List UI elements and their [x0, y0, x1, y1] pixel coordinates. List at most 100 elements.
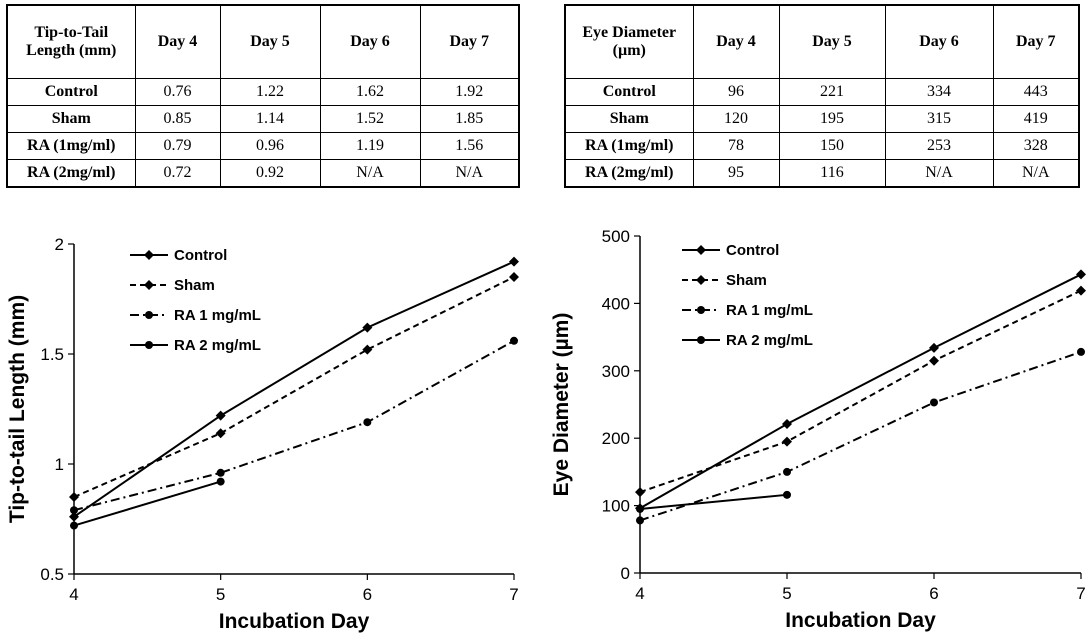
legend-label: Control — [726, 242, 779, 259]
legend-label: RA 1 mg/mL — [174, 307, 261, 324]
data-point — [510, 336, 518, 345]
table-row: Sham 120 195 315 419 — [564, 105, 1080, 133]
table-cell: 150 — [778, 132, 886, 160]
y-tick-label: 1 — [55, 455, 64, 474]
table-header-cell: Day 5 — [219, 4, 321, 79]
legend-label: RA 1 mg/mL — [726, 302, 813, 319]
table-cell: 96 — [692, 78, 780, 106]
legend-label: Control — [174, 247, 227, 264]
data-point — [363, 418, 372, 427]
table-row: RA (1mg/ml) 78 150 253 328 — [564, 132, 1080, 160]
data-point — [216, 477, 225, 486]
row-label: RA (1mg/ml) — [6, 132, 136, 160]
data-point — [1076, 285, 1086, 296]
data-point — [70, 506, 78, 515]
row-label: Control — [564, 78, 694, 106]
row-label: RA (2mg/ml) — [564, 159, 694, 188]
table-cell: 0.96 — [219, 132, 321, 160]
legend-marker — [697, 336, 705, 344]
table-row: Control 96 221 334 443 — [564, 78, 1080, 106]
length-line-chart: 0.5 1 1.5 2 4 5 6 7 Incubation Day Tip-to-tail Le… — [6, 235, 519, 633]
row-label: Sham — [564, 105, 694, 133]
legend-marker — [144, 250, 154, 260]
data-point — [69, 492, 79, 502]
data-point — [635, 487, 645, 498]
x-axis-title: Incubation Day — [785, 609, 936, 632]
data-point — [636, 516, 644, 525]
table-cell: N/A — [884, 159, 994, 188]
table-header-cell: Tip-to-Tail Length (mm) — [6, 4, 136, 79]
row-label: Sham — [6, 105, 136, 133]
y-axis-title: Tip-to-tail Length (mm) — [6, 295, 29, 523]
length-data-table: Tip-to-Tail Length (mm) Day 4 Day 5 Day … — [6, 4, 520, 188]
table-cell: 419 — [992, 105, 1080, 133]
x-tick-label: 5 — [216, 585, 225, 604]
eye-diameter-line-chart: 0 100 200 300 400 500 4 5 6 7 Incubation Day Eye Di… — [550, 227, 1086, 632]
legend-marker — [145, 341, 153, 349]
series-line-ra-1-mg-ml — [73, 339, 515, 512]
row-label: Control — [6, 78, 136, 106]
data-point — [636, 504, 644, 513]
table-cell: 1.92 — [419, 78, 520, 106]
legend-marker — [696, 245, 706, 255]
y-tick-label: 100 — [602, 497, 630, 516]
table-header-cell: Day 4 — [692, 4, 780, 79]
data-point — [509, 256, 519, 267]
y-tick-label: 500 — [602, 227, 630, 246]
legend-label: Sham — [174, 277, 215, 294]
data-point — [216, 468, 225, 477]
legend-label: RA 2 mg/mL — [726, 332, 813, 349]
data-point — [929, 355, 939, 366]
table-cell: 1.22 — [219, 78, 321, 106]
table-header-cell: Day 6 — [319, 4, 421, 79]
x-tick-label: 4 — [635, 584, 644, 603]
table-cell: 1.62 — [319, 78, 421, 106]
series-line-ra-2-mg-ml — [639, 493, 788, 510]
table-cell: N/A — [319, 159, 421, 188]
y-tick-label: 200 — [602, 429, 630, 448]
legend-marker — [144, 280, 154, 290]
table-cell: 1.52 — [319, 105, 421, 133]
table-cell: 1.56 — [419, 132, 520, 160]
table-cell: 1.14 — [219, 105, 321, 133]
data-point — [782, 419, 792, 430]
x-tick-label: 7 — [509, 585, 518, 604]
table-cell: 328 — [992, 132, 1080, 160]
table-cell: 253 — [884, 132, 994, 160]
data-point — [782, 436, 792, 447]
table-cell: 0.72 — [134, 159, 221, 188]
data-point — [362, 322, 373, 333]
data-point — [783, 467, 791, 476]
table-cell: 195 — [778, 105, 886, 133]
row-label: RA (2mg/ml) — [6, 159, 136, 188]
table-row: RA (2mg/ml) 95 116 N/A N/A — [564, 159, 1080, 188]
table-header-cell: Day 5 — [778, 4, 886, 79]
x-tick-label: 7 — [1076, 584, 1085, 603]
data-point — [929, 342, 939, 353]
series-line-ra-1-mg-ml — [639, 350, 1082, 522]
table-header-cell: Day 7 — [992, 4, 1080, 79]
table-row: Control 0.76 1.22 1.62 1.92 — [6, 78, 520, 106]
data-point — [215, 410, 226, 421]
legend-marker — [145, 311, 153, 319]
y-tick-label: 0 — [621, 564, 630, 583]
table-row: RA (2mg/ml) 0.72 0.92 N/A N/A — [6, 159, 520, 188]
y-tick-label: 2 — [55, 235, 64, 254]
table-cell: 0.92 — [219, 159, 321, 188]
data-point — [1076, 269, 1086, 280]
x-tick-label: 5 — [782, 584, 791, 603]
table-cell: N/A — [992, 159, 1080, 188]
series-line-control — [73, 260, 515, 518]
y-tick-label: 300 — [602, 362, 630, 381]
series-line-sham — [639, 289, 1082, 494]
table-cell: 78 — [692, 132, 780, 160]
table-cell: 0.85 — [134, 105, 221, 133]
y-axis-title: Eye Diameter (µm) — [550, 313, 573, 497]
table-row: Sham 0.85 1.14 1.52 1.85 — [6, 105, 520, 133]
data-point — [509, 272, 519, 282]
table-cell: 0.76 — [134, 78, 221, 106]
eye-diameter-data-table: Eye Diameter (µm) Day 4 Day 5 Day 6 Day … — [564, 4, 1080, 188]
data-point — [783, 490, 791, 499]
table-cell: 315 — [884, 105, 994, 133]
table-header-row: Eye Diameter (µm) Day 4 Day 5 Day 6 Day … — [564, 4, 1080, 79]
